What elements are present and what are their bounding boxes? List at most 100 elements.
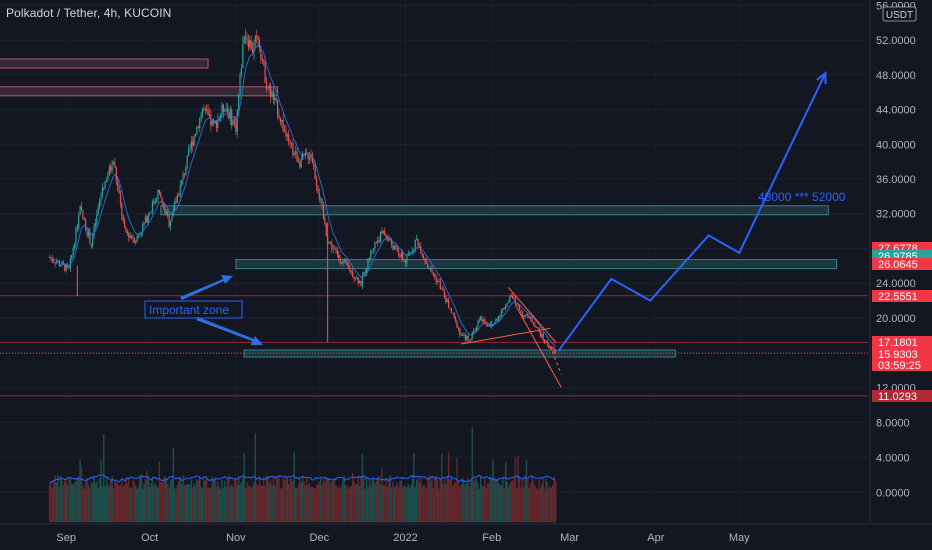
candle-body (302, 153, 304, 160)
candle-body (151, 201, 154, 213)
volume-bar (167, 483, 169, 523)
candle-body (135, 242, 137, 243)
candle-body (442, 287, 444, 291)
time-tick-label: Apr (647, 532, 664, 544)
candle-body (206, 108, 208, 111)
volume-bar (226, 477, 229, 523)
candle-body (53, 260, 55, 263)
candle-body (153, 201, 155, 204)
volume-bar (242, 477, 244, 523)
candle-body (459, 328, 461, 335)
price-label-bg (872, 258, 932, 270)
candle-body (531, 319, 533, 323)
candle-body (325, 223, 327, 237)
candle-body (129, 235, 131, 238)
volume-bar (269, 480, 272, 523)
candle-body (183, 173, 186, 175)
volume-bar (112, 488, 115, 523)
volume-bar (532, 480, 535, 523)
candle-body (193, 136, 195, 146)
volume-bar (140, 474, 143, 523)
candle-body (178, 195, 180, 197)
candle-body (149, 213, 151, 215)
volume-bar (493, 477, 496, 523)
volume-bar (414, 487, 416, 523)
candle-body (395, 245, 397, 247)
volume-bar (545, 478, 547, 523)
candle-body (185, 167, 187, 175)
candle-body (530, 316, 532, 320)
volume-bar (377, 477, 379, 523)
candle-body (189, 148, 191, 150)
volume-bar (97, 487, 99, 523)
currency-badge (882, 6, 917, 22)
candle-body (219, 114, 222, 119)
zones (0, 58, 868, 397)
candle-body (441, 287, 443, 289)
support-resistance-zone (235, 259, 838, 270)
volume-bar (467, 477, 469, 523)
candle-body (60, 265, 62, 267)
volume-bar (418, 482, 421, 523)
candle-body (160, 193, 162, 198)
volume-bar (103, 434, 105, 523)
candle-body (192, 141, 194, 146)
candle-body (506, 303, 508, 307)
candle-body (71, 254, 73, 259)
candle-body (96, 213, 98, 224)
volume-bar (328, 477, 330, 523)
volume-bar (221, 479, 223, 523)
candle-body (329, 241, 332, 243)
volume-bar (281, 488, 283, 523)
volume-bar (76, 476, 79, 523)
volume-bar (261, 486, 263, 523)
candle-body (114, 162, 116, 168)
candle-body (261, 59, 263, 61)
candle-body (466, 336, 468, 340)
candle-body (452, 312, 454, 314)
volume-bar (499, 484, 501, 523)
projection-arrowhead (816, 70, 827, 85)
candle-body (292, 143, 294, 155)
candle-body (271, 93, 273, 98)
volume-bar (185, 484, 187, 523)
volume-bar (118, 485, 120, 523)
candle-body (336, 250, 338, 254)
candle-body (128, 233, 130, 238)
volume-bar (55, 482, 58, 523)
volume-bar (347, 488, 350, 523)
candle-body (225, 108, 227, 112)
volume-bar (378, 475, 380, 523)
candle-body (372, 248, 375, 251)
volume-bar (258, 476, 261, 523)
candle-body (404, 259, 407, 264)
candle-body (509, 295, 511, 303)
candle-body (396, 246, 398, 251)
candle-body (453, 313, 455, 318)
candle-body (406, 255, 408, 264)
candle-body (274, 97, 276, 101)
candle-body (85, 219, 87, 231)
price-label-text: 03:59:25 (878, 360, 921, 372)
candle-body (250, 40, 252, 50)
volume-bar (396, 482, 398, 523)
candle-body (119, 193, 122, 203)
candle-body (267, 87, 269, 89)
volume-bar (552, 484, 554, 523)
candle-body (208, 114, 211, 116)
candle-body (94, 223, 97, 227)
candle-body (207, 110, 209, 116)
volume-bar (285, 475, 287, 523)
volume-bar (136, 488, 138, 523)
volume-bar (546, 481, 549, 523)
volume-bar (84, 482, 87, 523)
candle-body (55, 262, 58, 264)
volume-bar (326, 479, 329, 523)
volume-bar (139, 475, 141, 523)
volume-bar (137, 487, 140, 523)
volume-bar (65, 481, 67, 523)
volume-bar (96, 481, 98, 523)
candle-body (204, 108, 206, 110)
candle-body (505, 306, 507, 309)
